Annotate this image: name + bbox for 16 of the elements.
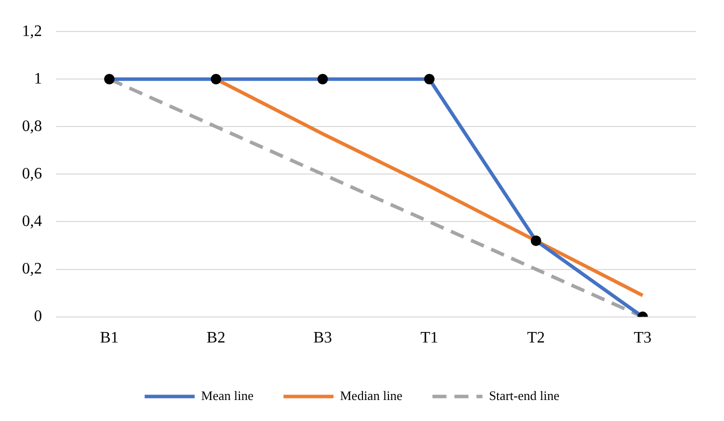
x-tick-label: B1	[100, 330, 119, 347]
x-tick-label: T1	[420, 330, 438, 347]
x-tick-label: T3	[634, 330, 652, 347]
y-tick-label: 0,2	[22, 260, 42, 278]
x-tick-label: B2	[206, 330, 226, 347]
y-tick-label: 0,4	[22, 212, 42, 230]
legend-label: Mean line	[201, 388, 254, 403]
y-tick-label: 0,6	[22, 165, 42, 182]
x-tick-label: T2	[527, 330, 545, 347]
y-tick-label: 0	[34, 308, 42, 326]
y-tick-label: 1	[34, 70, 42, 88]
y-tick-label: 0,8	[22, 118, 42, 135]
legend-label: Start-end line	[488, 388, 560, 403]
legend-label: Median line	[340, 388, 403, 403]
y-tick-label: 1,2	[22, 22, 42, 40]
x-tick-label: B3	[313, 330, 332, 347]
